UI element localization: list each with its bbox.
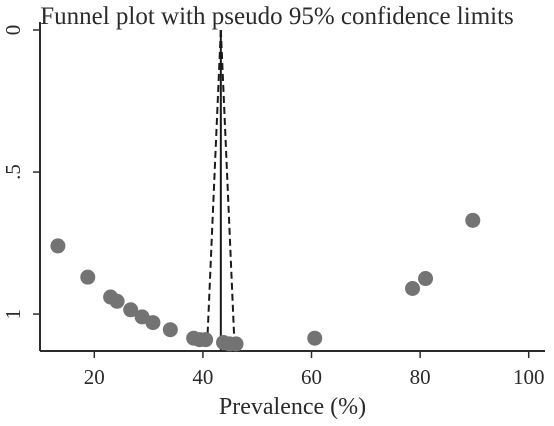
x-axis-label: Prevalence (%) (218, 394, 367, 420)
funnel-lines (206, 29, 236, 351)
data-point (228, 336, 244, 352)
axes: 20 40 60 80 100 0 .5 1 (1, 22, 545, 389)
x-tick-label: 20 (84, 365, 105, 389)
data-point (465, 212, 481, 228)
data-point (80, 269, 96, 285)
data-point (123, 302, 139, 318)
data-point (418, 271, 434, 287)
data-point (109, 293, 125, 309)
y-tick-label: 0 (1, 25, 25, 36)
x-tick-label: 40 (192, 365, 213, 389)
lower-confidence-limit (206, 29, 222, 343)
x-tick-label: 100 (513, 365, 545, 389)
y-tick-label: .5 (1, 164, 25, 180)
x-tick-label: 60 (301, 365, 322, 389)
data-point (198, 332, 214, 348)
data-point (162, 322, 178, 338)
chart-title: Funnel plot with pseudo 95% confidence l… (40, 3, 514, 30)
y-tick-label: 1 (1, 309, 25, 320)
x-tick-label: 80 (410, 365, 431, 389)
data-point (307, 330, 323, 346)
data-point (50, 238, 66, 254)
data-point (405, 281, 421, 297)
data-points (50, 212, 481, 352)
data-point (145, 315, 161, 331)
upper-confidence-limit (219, 29, 236, 343)
